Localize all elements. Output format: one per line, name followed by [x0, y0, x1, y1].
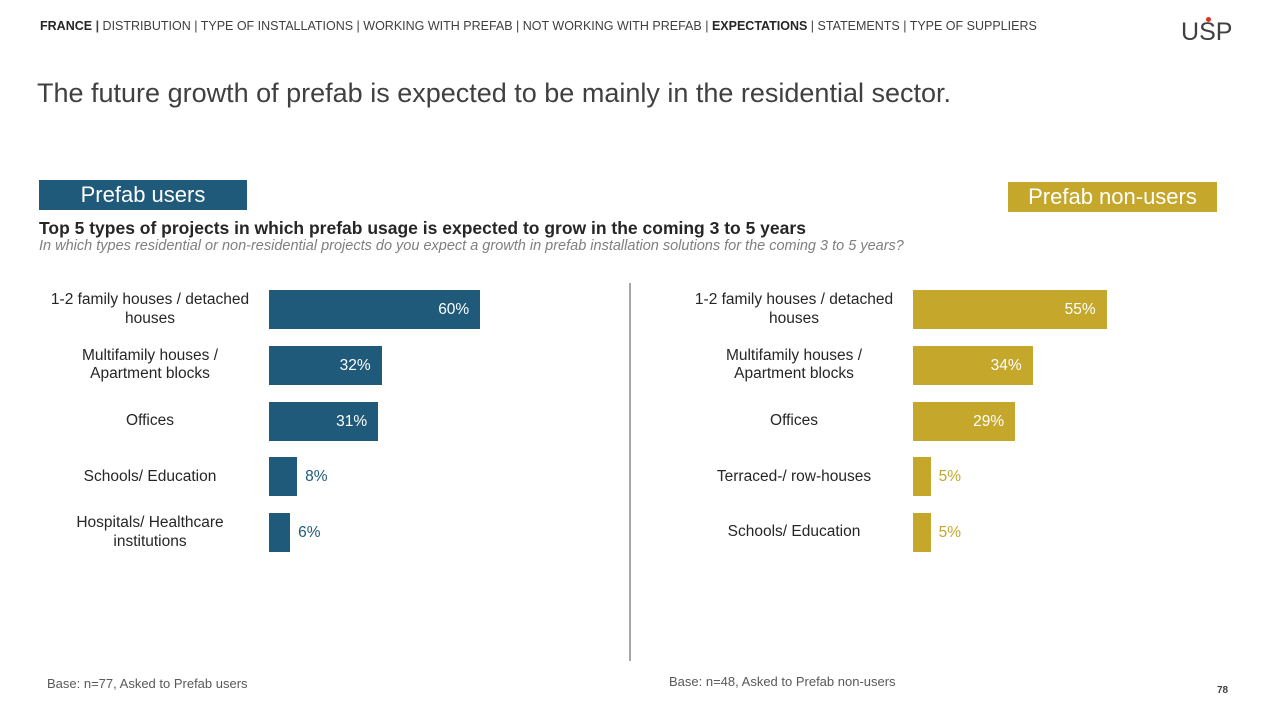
category-label-users: Hospitals/ Healthcare institutions	[40, 514, 260, 551]
category-label-line: Offices	[770, 411, 818, 429]
question-subtitle: In which types residential or non-reside…	[39, 238, 904, 254]
nav-item-statements[interactable]: STATEMENTS	[817, 19, 900, 33]
question-title: Top 5 types of projects in which prefab …	[39, 218, 806, 238]
chart-divider	[629, 283, 631, 661]
category-label-line: Apartment blocks	[90, 365, 210, 383]
value-label-users: 6%	[298, 524, 321, 542]
nav-item-working-with-prefab[interactable]: WORKING WITH PREFAB	[363, 19, 513, 33]
bar-non-users	[913, 345, 1033, 385]
value-label-non-users: 29%	[973, 412, 1005, 430]
value-label-users: 8%	[305, 468, 328, 486]
category-label-line: 1-2 family houses / detached	[694, 291, 894, 308]
base-note-users: Base: n=77, Asked to Prefab users	[47, 676, 248, 691]
category-label-line: Schools/ Education	[83, 467, 217, 485]
category-label-line: institutions	[113, 532, 187, 550]
bar-non-users	[913, 513, 931, 553]
value-label-non-users: 5%	[938, 468, 961, 486]
page-title: The future growth of prefab is expected …	[37, 78, 952, 108]
category-label-users: Offices	[40, 412, 260, 431]
category-label-users: 1-2 family houses / detached houses	[40, 291, 260, 328]
category-label-line: Hospitals/ Healthcare	[76, 514, 224, 532]
category-label-line: Multifamily houses /	[725, 346, 863, 364]
category-label-non-users: Offices	[684, 412, 904, 431]
bar-users	[269, 513, 291, 553]
value-label-users: 60%	[438, 301, 470, 318]
section-navigation: FRANCE | DISTRIBUTION | TYPE OF INSTALLA…	[40, 19, 1037, 33]
bar-users	[269, 457, 298, 497]
category-label-non-users: Schools/ Education	[684, 523, 904, 542]
nav-item-expectations[interactable]: EXPECTATIONS	[711, 19, 808, 33]
bar-users	[269, 401, 379, 441]
category-label-line: Apartment blocks	[734, 365, 854, 383]
category-label-line: Terraced-/ row-houses	[716, 467, 872, 485]
bar-users	[269, 345, 382, 385]
bar-users	[269, 290, 481, 329]
category-label-line: 1-2 family houses / detached	[50, 291, 250, 308]
nav-item-type-of-installations[interactable]: TYPE OF INSTALLATIONS	[200, 19, 354, 33]
value-label-users: 32%	[339, 356, 371, 374]
prefab-users-label: Prefab users	[39, 180, 247, 210]
nav-country[interactable]: FRANCE	[40, 19, 93, 33]
nav-item-distribution[interactable]: DISTRIBUTION	[102, 19, 191, 33]
category-label-line: houses	[125, 309, 175, 327]
category-label-users: Multifamily houses / Apartment blocks	[40, 347, 260, 384]
value-label-non-users: 55%	[1064, 301, 1096, 318]
category-label-non-users: 1-2 family houses / detached houses	[684, 291, 904, 328]
category-label-non-users: Multifamily houses / Apartment blocks	[684, 347, 904, 384]
category-label-users: Schools/ Education	[40, 468, 260, 487]
bar-non-users	[913, 290, 1107, 329]
usp-logo: USP	[1181, 18, 1233, 46]
value-label-users: 31%	[336, 412, 368, 430]
nav-item-not-working-with-prefab[interactable]: NOT WORKING WITH PREFAB	[522, 19, 702, 33]
bar-non-users	[913, 401, 1016, 441]
nav-item-type-of-suppliers[interactable]: TYPE OF SUPPLIERS	[909, 19, 1037, 33]
category-label-non-users: Terraced-/ row-houses	[684, 468, 904, 487]
category-label-line: Schools/ Education	[727, 523, 861, 541]
page-number: 78	[1217, 685, 1229, 696]
value-label-non-users: 5%	[938, 524, 961, 542]
category-label-line: Multifamily houses /	[81, 346, 219, 364]
bar-non-users	[913, 457, 931, 497]
category-label-line: Offices	[126, 411, 174, 429]
prefab-non-users-label: Prefab non-users	[1008, 182, 1217, 212]
base-note-non-users: Base: n=48, Asked to Prefab non-users	[669, 674, 896, 689]
category-label-line: houses	[769, 309, 819, 327]
value-label-non-users: 34%	[990, 356, 1022, 374]
